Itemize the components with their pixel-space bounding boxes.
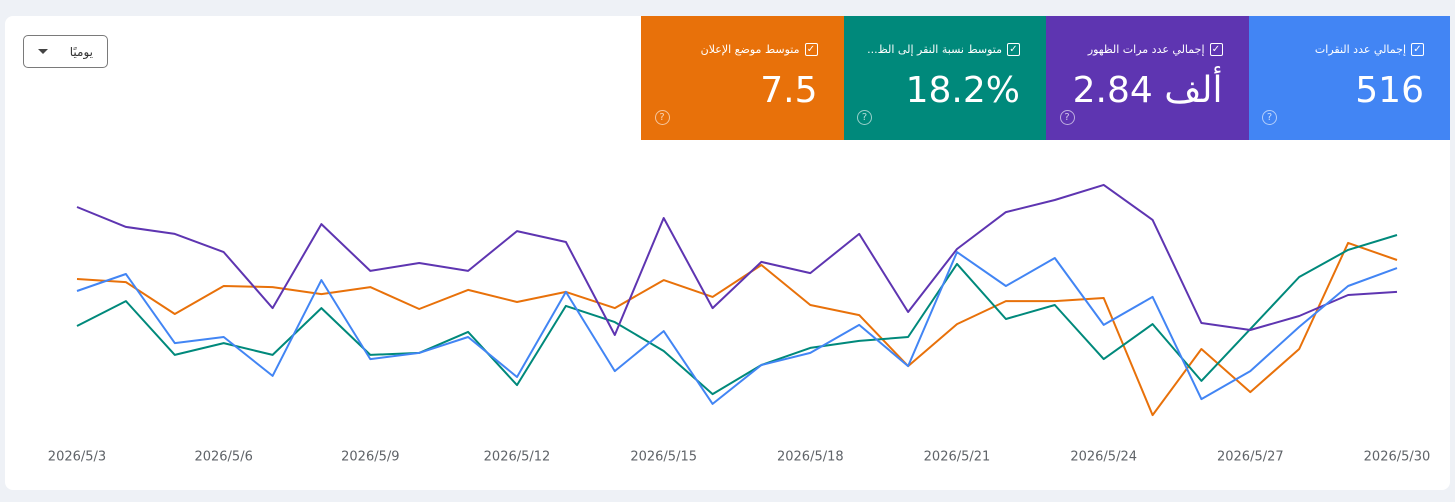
checkbox[interactable]: ✓ xyxy=(1411,43,1424,56)
help-icon[interactable]: ? xyxy=(1262,110,1277,125)
tile-header: ✓ إجمالي عدد النقرات xyxy=(1315,43,1424,56)
help-icon[interactable]: ? xyxy=(654,110,670,125)
help-icon[interactable]: ? xyxy=(1059,110,1075,125)
x-tick-label: 2026/5/6 xyxy=(194,450,252,465)
x-tick-label: 2026/5/21 xyxy=(924,450,991,465)
x-tick-label: 2026/5/30 xyxy=(1364,450,1431,465)
series-line xyxy=(76,251,1398,405)
tile-header: ✓ إجمالي عدد مرات الظهور xyxy=(1088,43,1223,56)
checkbox[interactable]: ✓ xyxy=(1007,43,1020,56)
caret xyxy=(38,49,48,54)
checkbox[interactable]: ✓ xyxy=(1209,43,1223,56)
series-line xyxy=(76,241,1398,417)
x-tick-label: 2026/5/18 xyxy=(777,450,844,465)
metric-value: 18.2% xyxy=(905,70,1020,111)
help-icon[interactable]: ? xyxy=(857,110,872,125)
dropdown-label: يوميًا xyxy=(69,44,93,59)
x-tick-label: 2026/5/24 xyxy=(1070,450,1137,465)
metric-value: 2.84 ألف xyxy=(1072,70,1223,111)
metric-name: متوسط موضع الإعلان xyxy=(700,43,800,56)
period-dropdown[interactable]: يوميًا xyxy=(23,35,108,68)
metric-tile[interactable]: ✓ إجمالي عدد النقرات 516? xyxy=(1248,16,1450,140)
metric-tile[interactable]: ✓ إجمالي عدد مرات الظهور 2.84 ألف? xyxy=(1045,16,1249,140)
x-tick-label: 2026/5/3 xyxy=(48,450,106,465)
series-line xyxy=(76,234,1398,396)
tile-header: ✓ متوسط نسبة النقر إلى الظ... xyxy=(867,43,1020,56)
metric-tile[interactable]: ✓ متوسط نسبة النقر إلى الظ... 18.2%? xyxy=(843,16,1046,140)
series-line xyxy=(76,183,1398,336)
x-tick-label: 2026/5/15 xyxy=(630,450,697,465)
checkbox[interactable]: ✓ xyxy=(804,43,818,56)
metric-value: 7.5 xyxy=(760,70,818,111)
metric-name: متوسط نسبة النقر إلى الظ... xyxy=(867,43,1002,56)
x-tick-label: 2026/5/12 xyxy=(484,450,551,465)
tile-header: ✓ متوسط موضع الإعلان xyxy=(701,43,818,56)
x-tick-label: 2026/5/27 xyxy=(1217,450,1284,465)
metric-name: إجمالي عدد النقرات xyxy=(1314,43,1406,56)
metric-value: 516 xyxy=(1355,70,1424,111)
metric-tile[interactable]: ✓ متوسط موضع الإعلان 7.5? xyxy=(640,16,844,140)
x-tick-label: 2026/5/9 xyxy=(341,450,399,465)
metric-name: إجمالي عدد مرات الظهور xyxy=(1087,43,1205,56)
